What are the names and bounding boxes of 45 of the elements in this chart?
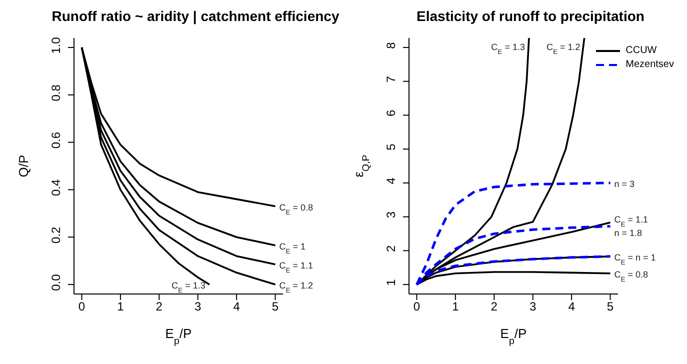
x-tick-label: 4 — [233, 300, 240, 314]
x-tick-label: 2 — [156, 300, 163, 314]
y-tick-label: 5 — [384, 143, 398, 150]
annotation: n = 1.8 — [614, 228, 642, 238]
x-tick-label: 1 — [117, 300, 124, 314]
y-tick-label: 1 — [384, 278, 398, 286]
y-tick-label: 6 — [384, 110, 398, 117]
y-axis-title: Q/P — [16, 154, 31, 178]
x-axis-title: E$_{p}$/P — [165, 326, 192, 346]
annotation: C$_{E}$ = 1.3 — [491, 42, 525, 56]
annotation: C$_{E}$ = 1.1 — [614, 214, 648, 228]
x-tick-label: 5 — [606, 300, 614, 314]
annotation: n = 3 — [614, 178, 635, 189]
y-tick-label: 0.2 — [49, 226, 63, 244]
annotation: C$_{E}$ = 0.8 — [614, 269, 648, 283]
x-tick-label: 0 — [413, 300, 420, 314]
chart-title: Runoff ratio ~ aridity | catchment efficiency — [50, 8, 340, 26]
annotation: C$_{E}$ = 1 — [279, 241, 306, 255]
y-tick-label: 7 — [384, 76, 398, 83]
annotation: C$_{E}$ = 1.2 — [279, 280, 314, 294]
y-tick-label: 8 — [384, 42, 398, 49]
x-tick-label: 1 — [452, 300, 460, 314]
annotation: C$_{E}$ = 1.2 — [546, 42, 580, 56]
y-tick-label: 0.6 — [49, 132, 63, 149]
annotation: C$_{E}$ = 1.1 — [279, 260, 314, 274]
x-tick-label: 2 — [490, 300, 498, 314]
x-tick-label: 3 — [194, 300, 202, 314]
x-tick-label: 3 — [530, 300, 537, 314]
y-tick-label: 3 — [384, 211, 398, 218]
chart-title: Elasticity of runoff to precipitation — [416, 8, 646, 26]
y-tick-label: 2 — [384, 245, 398, 252]
legend-label: CCUW — [626, 44, 657, 58]
annotation: C$_{E}$ = 0.8 — [279, 202, 314, 216]
x-tick-label: 4 — [568, 300, 576, 314]
x-tick-label: 0 — [78, 300, 86, 314]
y-tick-label: 0.4 — [49, 179, 63, 196]
y-tick-label: 1.0 — [49, 36, 63, 54]
x-axis-title: E$_{p}$/P — [500, 326, 527, 346]
x-tick-label: 5 — [272, 300, 279, 314]
y-tick-label: 0.8 — [49, 84, 63, 102]
legend-label: Mezentsev — [626, 58, 674, 72]
y-tick-label: 4 — [384, 177, 398, 184]
annotation: C$_{E}$ = 1.3 — [172, 280, 206, 294]
annotation: C$_{E}$ = n = 1 — [614, 252, 656, 266]
y-tick-label: 0.0 — [49, 274, 63, 291]
